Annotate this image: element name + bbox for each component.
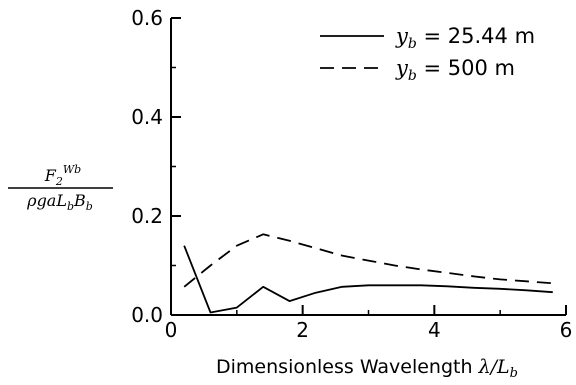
y-num-sub: 2 [55, 175, 63, 188]
series-2-legend-sub: b [408, 68, 417, 84]
series-2-line [183, 233, 553, 288]
x-axis-title-text: Dimensionless Wavelength [216, 356, 479, 378]
y-tick-label: 0.6 [131, 6, 163, 30]
series-1-legend-sub: b [408, 36, 417, 52]
y-den-mid: B [73, 191, 86, 210]
series-1-line [183, 245, 553, 314]
y-axis-title-numerator: F2Wb [44, 163, 81, 188]
x-tick-label: 6 [560, 318, 573, 342]
y-num-sup: Wb [63, 163, 81, 176]
y-axis-title: F2Wb ρgaLbBb [8, 163, 113, 213]
series-1-legend-label: yb = 25.44 m [395, 24, 535, 52]
series-1-legend-rest: = 25.44 m [417, 24, 535, 48]
y-axis-title-denominator: ρgaLbBb [26, 191, 93, 213]
y-den-main: ρgaL [26, 191, 67, 210]
y-num-f: F [44, 166, 57, 185]
series-2-legend-label: yb = 500 m [395, 56, 515, 84]
x-axis-title-math: λ/L [478, 356, 510, 378]
x-axis-title-sub: b [510, 366, 518, 381]
x-tick-label: 2 [296, 318, 309, 342]
y-den-sub1: b [67, 200, 74, 213]
legend: yb = 25.44 myb = 500 m [320, 24, 535, 84]
series-2-legend-rest: = 500 m [417, 56, 515, 80]
x-tick-label: 0 [165, 318, 178, 342]
x-axis-title: Dimensionless Wavelength λ/Lb [216, 356, 518, 381]
x-tick-label: 4 [428, 318, 441, 342]
y-tick-label: 0.4 [131, 105, 163, 129]
ticks: 0 2 4 6 0.0 0.2 0.4 0.6 [131, 6, 572, 342]
series [183, 233, 553, 314]
y-tick-label: 0.0 [131, 303, 163, 327]
y-tick-label: 0.2 [131, 204, 163, 228]
series-2-legend-var: y [395, 56, 409, 80]
y-den-sub2: b [86, 200, 93, 213]
series-1-legend-var: y [395, 24, 409, 48]
